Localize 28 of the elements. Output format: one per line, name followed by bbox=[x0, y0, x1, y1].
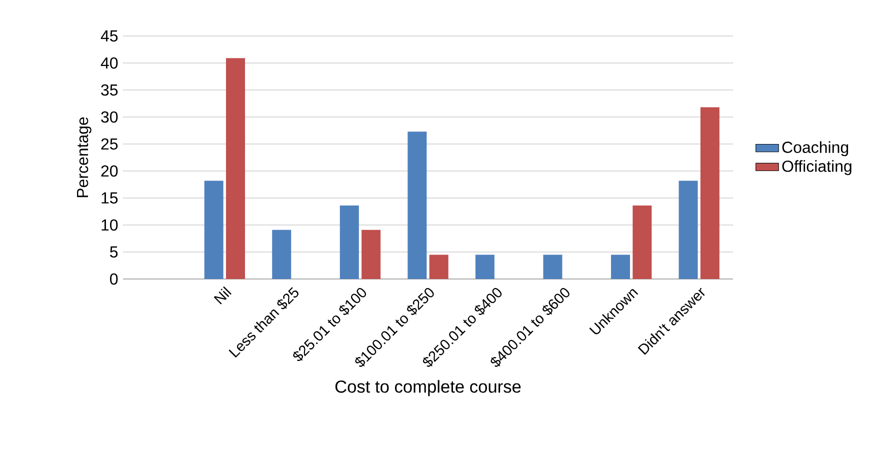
bar bbox=[340, 206, 359, 279]
y-tick-label: 15 bbox=[102, 192, 118, 204]
y-axis-title: Percentage bbox=[77, 117, 92, 198]
y-tick-label: 20 bbox=[101, 165, 118, 177]
bar bbox=[408, 132, 427, 279]
bar bbox=[429, 254, 448, 279]
bar bbox=[632, 206, 652, 279]
bar bbox=[226, 58, 246, 279]
x-tick-label: Nil bbox=[214, 286, 232, 304]
y-tick-label: 5 bbox=[110, 246, 118, 258]
legend-label: Coaching bbox=[782, 141, 848, 156]
y-tick-label: 45 bbox=[100, 30, 118, 42]
x-axis-title: Cost to complete course bbox=[335, 380, 521, 396]
y-tick-label: 0 bbox=[110, 273, 118, 285]
y-tick-label: 25 bbox=[101, 138, 118, 150]
bar bbox=[543, 254, 562, 279]
y-tick-label: 30 bbox=[101, 111, 118, 123]
bar bbox=[678, 180, 698, 279]
bar bbox=[700, 107, 720, 279]
y-tick-label: 40 bbox=[100, 57, 118, 69]
legend-label: Officiating bbox=[782, 160, 852, 176]
bar bbox=[362, 230, 381, 279]
bar bbox=[611, 254, 630, 279]
bar bbox=[272, 230, 292, 279]
bar bbox=[475, 254, 494, 279]
y-tick-label: 10 bbox=[102, 219, 118, 231]
y-tick-label: 35 bbox=[101, 84, 118, 96]
bar bbox=[204, 180, 224, 279]
